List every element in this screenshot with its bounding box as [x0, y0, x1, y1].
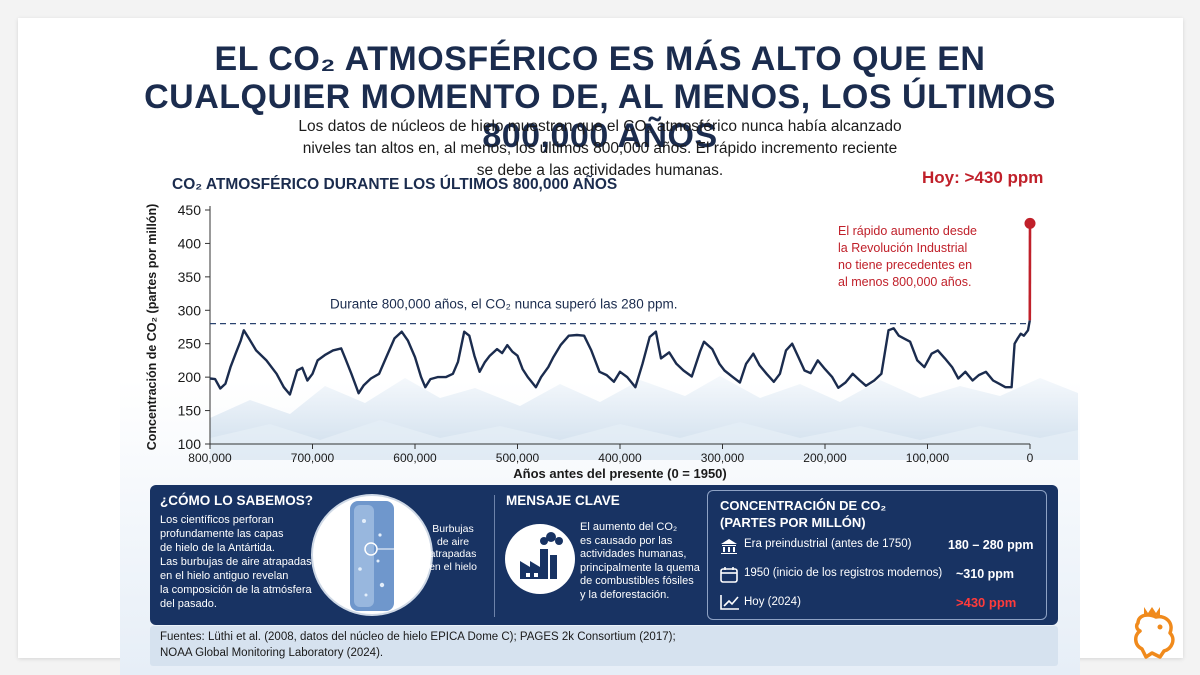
x-tick-label: 0 — [1027, 451, 1034, 465]
message-line: principalmente la quema — [580, 561, 700, 574]
bubble-line: en el hielo — [429, 560, 477, 573]
row-today: Hoy (2024) — [744, 596, 801, 608]
lion-logo-icon — [1134, 607, 1175, 659]
row-label: 1950 — [744, 567, 770, 579]
row-note: (2024) — [767, 596, 801, 608]
subtitle-line-3: se debe a las actividades humanas. — [476, 162, 724, 179]
message-line: es causado por las — [580, 534, 673, 547]
how-title: ¿CÓMO LO SABEMOS? — [160, 493, 313, 508]
bubble-line: Burbujas — [432, 523, 474, 535]
message-line: actividades humanas, — [580, 548, 687, 560]
bubble-label: Burbujas de aire atrapadas en el hielo — [425, 523, 481, 573]
ice-core-icon — [311, 494, 433, 616]
sources-box: Fuentes: Lüthi et al. (2008, datos del n… — [150, 626, 1058, 666]
co2-series-line — [209, 320, 1031, 396]
how-line: de hielo de la Antártida. — [160, 542, 275, 554]
x-tick-label: 100,000 — [906, 451, 950, 465]
bubble-line: de aire — [436, 535, 470, 548]
concentration-title-line: CONCENTRACIÓN DE CO₂ — [720, 498, 887, 513]
x-tick-label: 500,000 — [496, 451, 540, 465]
annotation-line: El rápido aumento desde — [838, 224, 977, 238]
x-tick-label: 300,000 — [701, 451, 745, 465]
ice-background-front — [210, 420, 1078, 460]
today-callout: Hoy: >430 ppm — [922, 168, 1044, 187]
today-point — [1024, 217, 1036, 229]
x-tick-label: 200,000 — [803, 451, 847, 465]
message-text: El aumento del CO₂ es causado por las ac… — [580, 521, 700, 602]
building-icon — [721, 539, 737, 554]
title-line-1: EL CO₂ ATMOSFÉRICO ES MÁS ALTO QUE EN — [214, 40, 986, 78]
factory-icon — [505, 524, 575, 594]
concentration-title-line: (PARTES POR MILLÓN) — [720, 515, 866, 530]
concentration-title: CONCENTRACIÓN DE CO₂ (PARTES POR MILLÓN) — [720, 497, 886, 531]
calendar-icon — [720, 567, 738, 583]
x-axis-label: Años antes del presente (0 = 1950) — [513, 466, 727, 481]
bubble-line: atrapadas — [429, 548, 477, 560]
how-line: profundamente las capas — [160, 528, 284, 540]
y-tick-label: 450 — [178, 202, 202, 218]
info-panel: ¿CÓMO LO SABEMOS? Los científicos perfor… — [150, 485, 1058, 625]
sources-line-1: Fuentes: Lüthi et al. (2008, datos del n… — [160, 631, 676, 643]
row-label: Era preindustrial — [744, 538, 828, 550]
y-tick-label: 400 — [178, 235, 202, 251]
row-value-today: >430 ppm — [956, 595, 1017, 610]
how-line: la composición de la atmósfera — [160, 584, 312, 596]
row-1950: 1950 (inicio de los registros modernos) — [744, 567, 942, 579]
trend-up-icon — [720, 595, 739, 610]
row-value: ~310 ppm — [956, 567, 1015, 581]
chart-series — [209, 217, 1036, 396]
infographic: EL CO₂ ATMOSFÉRICO ES MÁS ALTO QUE EN CU… — [120, 18, 1080, 675]
y-tick-label: 200 — [178, 369, 202, 385]
threshold-label: Durante 800,000 años, el CO₂ nunca super… — [330, 297, 677, 312]
how-text: Los científicos perforan profundamente l… — [160, 513, 330, 611]
y-tick-label: 150 — [178, 403, 202, 419]
chart-axes: 100 150 200 250 300 350 400 450 800,000 700,000 60… — [145, 202, 1034, 481]
x-tick-label: 800,000 — [188, 451, 232, 465]
y-tick-label: 250 — [178, 336, 202, 352]
subtitle-line-2: niveles tan altos en, al menos, los últi… — [302, 140, 898, 157]
message-title: MENSAJE CLAVE — [506, 493, 620, 508]
panel-divider — [494, 495, 495, 617]
annotation-line: al menos 800,000 años. — [838, 275, 971, 289]
annotation-line: no tiene precedentes en — [838, 258, 972, 272]
x-tick-label: 400,000 — [598, 451, 642, 465]
title-line-2: CUALQUIER MOMENTO DE, AL MENOS, LOS ÚLTI… — [144, 78, 1056, 155]
row-note: (antes de 1750) — [830, 538, 912, 550]
how-line: en el hielo antiguo revelan — [160, 570, 289, 582]
row-label: Hoy — [744, 596, 765, 608]
message-line: y la deforestación. — [580, 588, 670, 601]
row-preindustrial: Era preindustrial (antes de 1750) — [744, 538, 912, 550]
x-tick-label: 600,000 — [393, 451, 437, 465]
sources-line-2: NOAA Global Monitoring Laboratory (2024)… — [160, 647, 384, 659]
chart-title: CO₂ ATMOSFÉRICO DURANTE LOS ÚLTIMOS 800,… — [172, 176, 618, 193]
message-line: de combustibles fósiles — [580, 575, 694, 587]
y-tick-label: 350 — [178, 269, 202, 285]
y-tick-label: 300 — [178, 302, 202, 318]
row-value: 180 – 280 ppm — [948, 538, 1034, 552]
message-line: El aumento del CO₂ — [580, 521, 678, 533]
subtitle-line-1: Los datos de núcleos de hielo muestran q… — [298, 118, 902, 135]
how-line: Las burbujas de aire atrapadas — [160, 556, 312, 568]
how-line: Los científicos perforan — [160, 514, 274, 526]
co2-chart: 100 150 200 250 300 350 400 450 800,000 700,000 60… — [145, 202, 1078, 481]
how-line: del pasado. — [160, 598, 217, 610]
y-tick-label: 100 — [178, 436, 202, 452]
row-note: (inicio de los registros modernos) — [772, 567, 943, 579]
annotation-line: la Revolución Industrial — [838, 241, 967, 255]
chart-labels: Durante 800,000 años, el CO₂ nunca super… — [330, 224, 977, 312]
concentration-box: CONCENTRACIÓN DE CO₂ (PARTES POR MILLÓN)… — [707, 490, 1047, 620]
x-tick-label: 700,000 — [291, 451, 335, 465]
y-axis-label: Concentración de CO₂ (partes por millón) — [145, 204, 159, 451]
